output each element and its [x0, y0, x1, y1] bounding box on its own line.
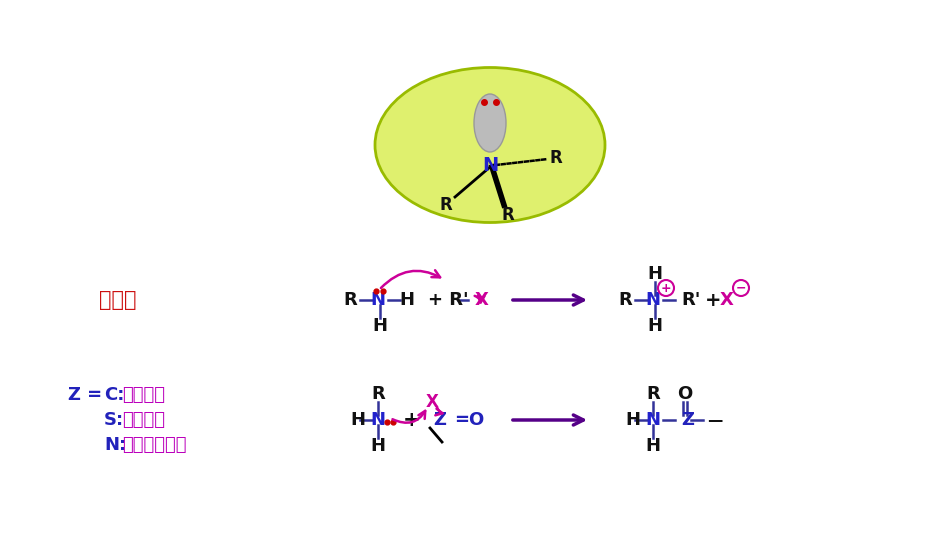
Text: —: —: [707, 412, 722, 427]
Text: +: +: [705, 291, 721, 310]
Text: N: N: [370, 411, 386, 429]
FancyArrowPatch shape: [381, 270, 440, 288]
Text: R: R: [371, 385, 385, 403]
Text: N: N: [645, 411, 660, 429]
Text: R: R: [440, 196, 452, 214]
Ellipse shape: [474, 94, 506, 152]
Text: 烃基化: 烃基化: [99, 290, 137, 310]
Text: −: −: [735, 281, 747, 294]
FancyArrowPatch shape: [475, 295, 484, 302]
Text: + R': + R': [428, 291, 468, 309]
Text: R: R: [550, 149, 562, 167]
Text: H: H: [645, 437, 660, 455]
Text: S:: S:: [104, 411, 124, 429]
Text: X: X: [475, 291, 489, 309]
Text: R: R: [646, 385, 660, 403]
Text: 磺酰化；: 磺酰化；: [122, 411, 165, 429]
Text: N: N: [645, 291, 660, 309]
Text: H: H: [648, 265, 662, 283]
Text: X: X: [426, 393, 439, 411]
Text: H: H: [400, 291, 414, 309]
Text: O: O: [677, 385, 693, 403]
Text: Z =: Z =: [68, 386, 108, 404]
FancyArrowPatch shape: [392, 411, 426, 423]
Text: Z: Z: [681, 411, 694, 429]
Text: Z: Z: [433, 411, 446, 429]
Text: N:: N:: [104, 436, 126, 454]
Text: X: X: [720, 291, 734, 309]
FancyArrowPatch shape: [435, 407, 443, 415]
Text: =O: =O: [454, 411, 484, 429]
Text: H: H: [350, 411, 365, 429]
Text: 与亚硝酸反应: 与亚硝酸反应: [122, 436, 186, 454]
Text: H: H: [372, 317, 388, 335]
Text: R': R': [681, 291, 700, 309]
Text: H: H: [648, 317, 662, 335]
Text: N: N: [370, 291, 386, 309]
Text: +: +: [660, 281, 672, 294]
Text: R: R: [502, 206, 514, 224]
Text: +: +: [403, 410, 421, 430]
Text: N: N: [482, 156, 498, 174]
Text: C:: C:: [104, 386, 124, 404]
Text: R: R: [343, 291, 357, 309]
Text: H: H: [625, 411, 640, 429]
Ellipse shape: [375, 67, 605, 223]
Text: 酰基化；: 酰基化；: [122, 386, 165, 404]
Text: H: H: [370, 437, 386, 455]
Text: R: R: [618, 291, 632, 309]
